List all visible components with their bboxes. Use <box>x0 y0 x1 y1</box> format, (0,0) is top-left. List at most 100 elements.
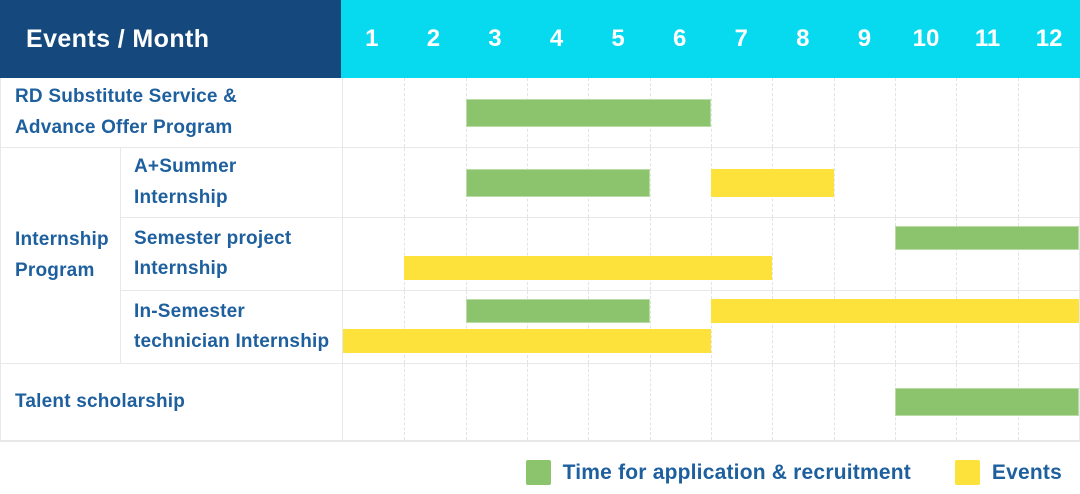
grid-line <box>711 291 712 363</box>
grid-line <box>1017 148 1019 217</box>
row-label-text: A+Summer Internship <box>134 156 237 208</box>
row-label: In-Semester technician Internship <box>121 291 342 363</box>
month-header-7: 7 <box>734 25 748 52</box>
grid-line <box>956 148 958 217</box>
gantt-bar-yellow <box>711 299 1079 323</box>
chart-cell <box>342 364 1079 440</box>
table-header: Events / Month 1 2 3 4 5 6 7 8 9 10 11 12 <box>0 0 1080 78</box>
grid-line <box>649 364 651 440</box>
month-header-row: 1 2 3 4 5 6 7 8 9 10 11 12 <box>341 0 1080 78</box>
grid-line <box>465 291 467 363</box>
grid-line <box>649 218 651 290</box>
legend-swatch-green <box>525 460 551 485</box>
table-row: RD Substitute Service & Advance Offer Pr… <box>1 78 1079 148</box>
grid-line <box>711 78 712 147</box>
row-label-text: RD Substitute Service & Advance Offer Pr… <box>15 86 238 138</box>
gantt-bar-green <box>895 388 1079 416</box>
grid-line <box>649 148 651 217</box>
legend-label: Events <box>991 460 1062 484</box>
grid-line <box>895 291 896 363</box>
gantt-bar-green <box>895 226 1079 250</box>
grid-line <box>404 291 406 363</box>
month-header-8: 8 <box>796 25 810 52</box>
month-header-6: 6 <box>673 25 687 52</box>
legend-item: Events <box>954 460 1062 485</box>
month-header-9: 9 <box>857 25 872 52</box>
row-label: Semester project Internship <box>121 218 342 290</box>
grid-line <box>1017 291 1019 363</box>
grid-line <box>404 364 406 440</box>
legend: Time for application & recruitment Events <box>525 460 1062 485</box>
grid-line <box>956 78 958 147</box>
grid-line <box>833 148 835 217</box>
grid-line <box>711 218 712 290</box>
gantt-bar-yellow <box>343 329 711 353</box>
grid-line <box>956 291 958 363</box>
row-label: Talent scholarship <box>1 364 342 440</box>
table-title: Events / Month <box>26 24 210 53</box>
grid-line <box>465 218 467 290</box>
grid-line <box>895 218 896 290</box>
row-group: Internship Program A+Summer Internship Sem… <box>1 148 1079 364</box>
row-label-text: Talent scholarship <box>15 390 186 412</box>
grid-line <box>772 218 774 290</box>
grid-line <box>527 364 528 440</box>
chart-cell <box>342 291 1079 363</box>
row-label-text: In-Semester technician Internship <box>134 300 330 352</box>
chart-cell <box>342 218 1079 290</box>
grid-line <box>588 218 590 290</box>
legend-swatch-yellow <box>954 460 980 485</box>
grid-line <box>895 148 896 217</box>
grid-line <box>465 364 467 440</box>
gantt-bar-yellow <box>711 168 834 197</box>
row-label: A+Summer Internship <box>121 148 342 217</box>
month-header-10: 10 <box>912 25 940 52</box>
header-title-cell: Events / Month <box>0 0 341 78</box>
grid-line <box>833 218 835 290</box>
grid-line <box>833 364 835 440</box>
grid-line <box>833 78 835 147</box>
table-row: In-Semester technician Internship <box>121 291 1079 363</box>
chart-cell <box>342 148 1079 217</box>
grid-line <box>404 218 406 290</box>
chart-cell <box>342 78 1079 147</box>
grid-line <box>404 78 406 147</box>
gantt-bar-green <box>465 98 711 127</box>
grid-line <box>772 291 774 363</box>
table-row: A+Summer Internship <box>121 148 1079 218</box>
table-row: Talent scholarship <box>1 364 1079 441</box>
month-header-3: 3 <box>488 25 502 52</box>
row-label: RD Substitute Service & Advance Offer Pr… <box>1 78 342 147</box>
grid-line <box>772 78 774 147</box>
month-header-1: 1 <box>365 25 379 52</box>
grid-line <box>649 291 651 363</box>
grid-line <box>404 148 406 217</box>
grid-line <box>527 291 528 363</box>
row-label-text: Semester project Internship <box>134 227 292 279</box>
month-header-2: 2 <box>426 25 441 52</box>
table-body: RD Substitute Service & Advance Offer Pr… <box>0 78 1080 442</box>
group-label: Internship Program <box>1 148 121 363</box>
grid-line <box>588 291 590 363</box>
group-rows: A+Summer Internship Semester project Inte… <box>121 148 1079 363</box>
month-header-11: 11 <box>974 25 1001 52</box>
month-header-12: 12 <box>1035 25 1063 52</box>
legend-label: Time for application & recruitment <box>562 460 911 484</box>
grid-line <box>895 78 896 147</box>
grid-line <box>711 364 712 440</box>
month-header-4: 4 <box>549 25 564 52</box>
gantt-bar-green <box>465 299 650 323</box>
grid-line <box>772 364 774 440</box>
grid-line <box>1017 218 1019 290</box>
grid-line <box>956 218 958 290</box>
table-row: Semester project Internship <box>121 218 1079 291</box>
grid-line <box>833 291 835 363</box>
grid-line <box>527 218 528 290</box>
gantt-bar-yellow <box>404 256 773 280</box>
month-header-5: 5 <box>611 25 625 52</box>
grid-line <box>588 364 590 440</box>
legend-item: Time for application & recruitment <box>525 460 911 485</box>
gantt-bar-green <box>465 168 650 197</box>
group-label-text: Internship Program <box>15 229 109 281</box>
grid-line <box>1017 78 1019 147</box>
